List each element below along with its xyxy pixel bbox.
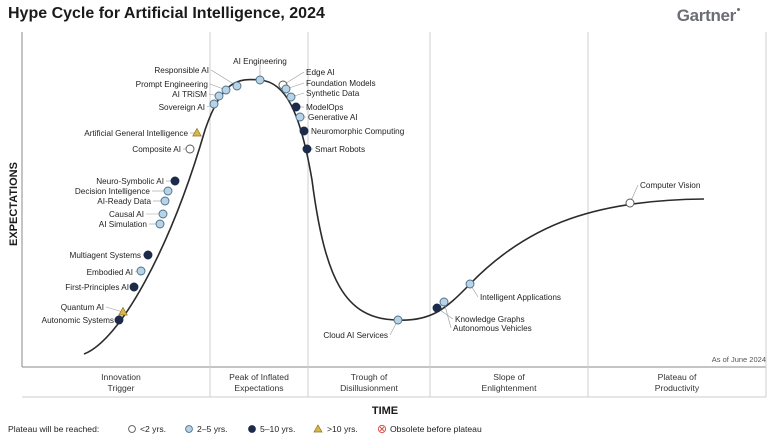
legend-marker-light xyxy=(185,425,193,433)
label-autonomic-systems: Autonomic Systems xyxy=(42,316,114,325)
phase-plateau: Plateau of Productivity xyxy=(655,372,700,393)
marker-modelops xyxy=(291,102,301,112)
legend-marker-dark xyxy=(248,425,256,433)
marker-causal-ai xyxy=(158,209,168,219)
label-causal-ai: Causal AI xyxy=(109,210,144,219)
label-artificial-general-intelligence: Artificial General Intelligence xyxy=(84,129,188,138)
leader-responsible-ai xyxy=(210,69,238,87)
label-neuromorphic-computing: Neuromorphic Computing xyxy=(311,127,405,136)
phase-5-line-1: Plateau of xyxy=(658,372,697,382)
as-of-note: As of June 2024 xyxy=(712,355,766,364)
phase-2-line-1: Peak of Inflated xyxy=(229,372,289,382)
phase-slope: Slope of Enlightenment xyxy=(482,372,538,393)
phase-3-line-2: Disillusionment xyxy=(340,383,398,393)
marker-synthetic-data xyxy=(286,92,296,102)
legend-title: Plateau will be reached: xyxy=(8,424,99,434)
phase-3-line-1: Trough of xyxy=(351,372,388,382)
y-axis-label: EXPECTATIONS xyxy=(8,162,20,246)
x-axis-label: TIME xyxy=(372,405,398,417)
label-smart-robots: Smart Robots xyxy=(315,145,365,154)
marker-quantum-ai xyxy=(118,306,128,316)
label-sovereign-ai: Sovereign AI xyxy=(159,103,205,112)
label-responsible-ai: Responsible AI xyxy=(154,66,209,75)
marker-foundation-models xyxy=(281,84,291,94)
label-ai-ready-data: AI-Ready Data xyxy=(97,197,151,206)
page-title: Hype Cycle for Artificial Intelligence, … xyxy=(8,5,325,22)
marker-sovereign-ai xyxy=(209,99,219,109)
phase-1-line-2: Trigger xyxy=(108,383,135,393)
phase-4-line-2: Enlightenment xyxy=(482,383,538,393)
label-ai-trism: AI TRiSM xyxy=(172,90,207,99)
legend-marker-x-cross xyxy=(379,426,385,432)
marker-knowledge-graphs xyxy=(432,303,442,313)
marker-decision-intelligence xyxy=(163,186,173,196)
phase-labels: Innovation Trigger Peak of Inflated Expect… xyxy=(101,372,700,393)
label-prompt-engineering: Prompt Engineering xyxy=(136,80,209,89)
label-ai-engineering: AI Engineering xyxy=(233,57,287,66)
marker-cloud-ai-services xyxy=(393,315,403,325)
marker-generative-ai xyxy=(295,112,305,122)
leader-autonomous-vehicles xyxy=(443,301,452,329)
marker-artificial-general-intelligence xyxy=(192,127,202,137)
label-multiagent-systems: Multiagent Systems xyxy=(70,251,141,260)
marker-first-principles-ai xyxy=(129,282,139,292)
brand-logo: Gartner xyxy=(676,6,737,25)
legend-label-light: 2–5 yrs. xyxy=(197,424,228,434)
label-neuro-symbolic-ai: Neuro-Symbolic AI xyxy=(96,177,164,186)
label-generative-ai: Generative AI xyxy=(308,113,358,122)
legend-label-dark: 5–10 yrs. xyxy=(260,424,295,434)
marker-computer-vision xyxy=(625,198,635,208)
phase-trough: Trough of Disillusionment xyxy=(340,372,398,393)
label-knowledge-graphs: Knowledge Graphs xyxy=(455,315,525,324)
phase-peak: Peak of Inflated Expectations xyxy=(229,372,289,393)
label-cloud-ai-services: Cloud AI Services xyxy=(323,331,388,340)
phase-innovation-trigger: Innovation Trigger xyxy=(101,372,141,393)
marker-multiagent-systems xyxy=(143,250,153,260)
label-foundation-models: Foundation Models xyxy=(306,79,376,88)
technology-markers xyxy=(114,75,635,325)
phase-2-line-2: Expectations xyxy=(234,383,283,393)
label-composite-ai: Composite AI xyxy=(132,145,181,154)
leader-quantum-ai xyxy=(105,306,124,313)
marker-prompt-engineering xyxy=(221,85,231,95)
legend-label-open: <2 yrs. xyxy=(140,424,166,434)
phase-4-line-1: Slope of xyxy=(493,372,525,382)
phase-1-line-1: Innovation xyxy=(101,372,141,382)
label-quantum-ai: Quantum AI xyxy=(61,303,104,312)
marker-ai-simulation xyxy=(155,219,165,229)
marker-ai-trism xyxy=(214,91,224,101)
legend-label-triangle: >10 yrs. xyxy=(327,424,358,434)
marker-autonomic-systems xyxy=(114,315,124,325)
marker-autonomous-vehicles xyxy=(439,297,449,307)
brand-logo-dot xyxy=(737,8,740,11)
label-computer-vision: Computer Vision xyxy=(640,181,701,190)
label-edge-ai: Edge AI xyxy=(306,68,335,77)
legend-marker-open xyxy=(128,425,136,433)
label-embodied-ai: Embodied AI xyxy=(87,268,133,277)
marker-composite-ai xyxy=(185,144,195,154)
marker-ai-ready-data xyxy=(160,196,170,206)
technology-labels: Autonomic Systems Quantum AI First-Princip… xyxy=(42,57,701,340)
label-ai-simulation: AI Simulation xyxy=(99,220,148,229)
marker-embodied-ai xyxy=(136,266,146,276)
legend-label-x: Obsolete before plateau xyxy=(390,424,482,434)
legend-marker-triangle xyxy=(313,424,323,433)
marker-responsible-ai xyxy=(232,81,242,91)
marker-smart-robots xyxy=(302,144,312,154)
marker-neuro-symbolic-ai xyxy=(170,176,180,186)
hype-curve xyxy=(83,78,705,355)
label-intelligent-applications: Intelligent Applications xyxy=(480,293,561,302)
marker-neuromorphic-computing xyxy=(299,126,309,136)
marker-ai-engineering xyxy=(255,75,265,85)
phase-dividers xyxy=(209,32,767,397)
label-first-principles-ai: First-Principles AI xyxy=(65,283,129,292)
label-modelops: ModelOps xyxy=(306,103,343,112)
label-synthetic-data: Synthetic Data xyxy=(306,89,360,98)
legend: Plateau will be reached: <2 yrs. 2–5 yrs… xyxy=(8,424,482,434)
marker-intelligent-applications xyxy=(465,279,475,289)
phase-5-line-2: Productivity xyxy=(655,383,700,393)
label-decision-intelligence: Decision Intelligence xyxy=(75,187,151,196)
label-autonomous-vehicles: Autonomous Vehicles xyxy=(453,324,532,333)
